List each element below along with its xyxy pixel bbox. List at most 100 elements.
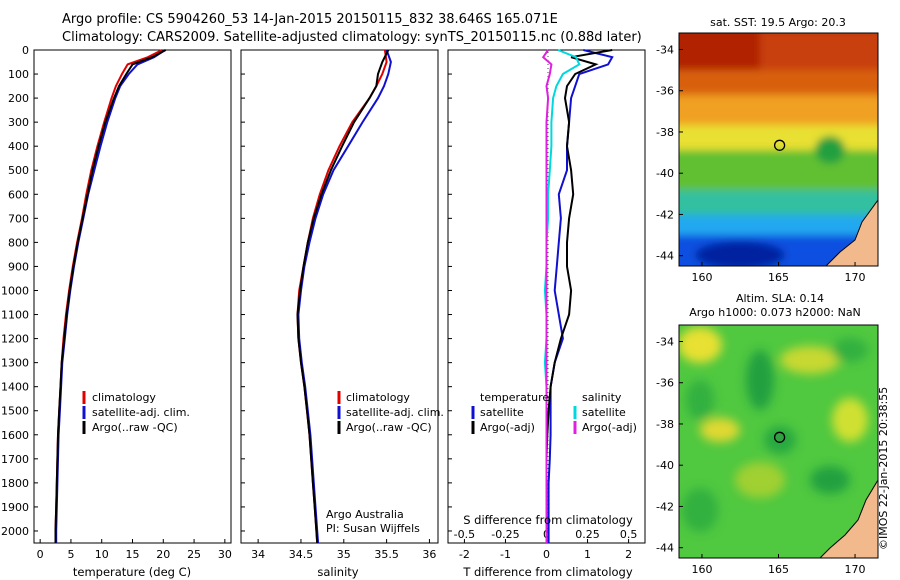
legend-s-argo-label: Argo(-adj)	[582, 421, 637, 434]
lon-tick-label: 160	[691, 271, 712, 284]
depth-tick-label: 900	[8, 260, 29, 273]
t-difference-xlabel: T difference from climatology	[462, 565, 633, 579]
x-tick-label: 35	[337, 548, 351, 561]
land-mass	[819, 479, 878, 558]
depth-tick-label: 1300	[1, 357, 29, 370]
lat-tick-label: -36	[656, 85, 674, 98]
x-tick-label: 36	[422, 548, 436, 561]
figure-title-line1: Argo profile: CS 5904260_53 14-Jan-2015 …	[62, 12, 558, 27]
temperature-xlabel: temperature (deg C)	[73, 565, 191, 579]
legend-satellite-label: satellite-adj. clim.	[92, 406, 190, 419]
x-tick-label: 35.5	[374, 548, 399, 561]
depth-axis: 0 100 200 300 400 500 600 700 800 900 1000 1100 1200…	[1, 44, 38, 538]
depth-tick-label: 100	[8, 68, 29, 81]
temperature-axes-box	[33, 49, 232, 544]
series-argo-raw-qc-	[54, 49, 167, 543]
difference-x-axis: -2 -1 0 1 2-0.5 -0.25 0 0.25 0.5	[448, 49, 638, 561]
lon-tick-label: 170	[845, 563, 866, 576]
series-climatology	[296, 49, 388, 544]
sla-map-axes: 160 165 170 -34 -36 -38 -40 -42 -44	[656, 335, 866, 576]
lat-tick-label: -40	[656, 167, 674, 180]
depth-tick-label: 1400	[1, 381, 29, 394]
land-mass	[825, 199, 878, 266]
series-argo-raw-qc-	[296, 49, 390, 544]
x-tick-label: 34.5	[289, 548, 314, 561]
depth-tick-label: 500	[8, 164, 29, 177]
x-tick-label: 10	[95, 548, 109, 561]
series-salinity-argo-adj-	[541, 49, 553, 543]
depth-tick-label: 1000	[1, 284, 29, 297]
temperature-legend: climatology satellite-adj. clim. Argo(..…	[82, 391, 190, 434]
depth-tick-label: 1500	[1, 405, 29, 418]
x-tick-label: 5	[67, 548, 74, 561]
legend-s-satellite-label: satellite	[582, 406, 626, 419]
depth-tick-label: 1700	[1, 453, 29, 466]
s-tick-label: 0.25	[575, 528, 600, 541]
legend-argo-label: Argo(..raw -QC)	[346, 421, 432, 434]
depth-tick-label: 1900	[1, 501, 29, 514]
lon-tick-label: 165	[768, 271, 789, 284]
temperature-difference-legend: temperature satellite Argo(-adj)	[471, 391, 549, 434]
x-tick-label: -1	[500, 548, 511, 561]
lat-tick-label: -34	[656, 335, 674, 348]
difference-profiles	[541, 49, 614, 543]
x-tick-label: 0	[37, 548, 44, 561]
x-tick-label: 0	[543, 548, 550, 561]
temperature-x-axis: 0 5 10 15 20 25 30	[37, 539, 232, 561]
depth-tick-label: 1200	[1, 333, 29, 346]
argo-australia-annotation: Argo Australia	[326, 508, 404, 521]
s-tick-label: -0.5	[454, 528, 475, 541]
temperature-panel: 0100200300400500600700800900100011001200…	[1, 44, 232, 579]
s-difference-xlabel: S difference from climatology	[463, 513, 633, 527]
sst-map-panel: sat. SST: 19.5 Argo: 20.3 160 165 170 -34 -3…	[656, 16, 879, 284]
salinity-panel: 34 34.5 35 35.5 36 salinity climatology sate…	[240, 49, 444, 579]
legend-t-satellite-label: satellite	[480, 406, 524, 419]
x-tick-label: 1	[584, 548, 591, 561]
depth-tick-label: 1800	[1, 477, 29, 490]
lon-tick-label: 165	[768, 563, 789, 576]
legend-climatology-label: climatology	[92, 391, 156, 404]
depth-tick-label: 700	[8, 212, 29, 225]
x-tick-label: 34	[251, 548, 265, 561]
depth-tick-label: 1600	[1, 429, 29, 442]
salinity-difference-legend: salinity satellite Argo(-adj)	[573, 391, 637, 434]
x-tick-label: 15	[126, 548, 140, 561]
x-tick-label: 2	[625, 548, 632, 561]
x-tick-label: -2	[459, 548, 470, 561]
sst-map-axes: 160 165 170 -34 -36 -38 -40 -42 -44	[656, 43, 866, 284]
salinity-legend: climatology satellite-adj. clim. Argo(..…	[337, 391, 444, 434]
lon-tick-label: 160	[691, 563, 712, 576]
depth-tick-label: 1100	[1, 309, 29, 322]
salinity-axes-box	[240, 49, 439, 544]
series-satellite-adj-clim-	[55, 49, 166, 543]
lat-tick-label: -34	[656, 43, 674, 56]
s-tick-label: -0.25	[491, 528, 519, 541]
difference-panel: -2 -1 0 1 2-0.5 -0.25 0 0.25 0.5 T difference fr…	[447, 49, 646, 579]
x-tick-label: 30	[218, 548, 232, 561]
lat-tick-label: -42	[656, 500, 674, 513]
depth-tick-label: 200	[8, 92, 29, 105]
depth-tick-label: 600	[8, 188, 29, 201]
depth-tick-label: 0	[22, 44, 29, 57]
depth-tick-label: 2000	[1, 525, 29, 538]
salinity-profiles	[296, 49, 392, 544]
legend-salinity-heading: salinity	[582, 391, 622, 404]
x-tick-label: 25	[187, 548, 201, 561]
x-tick-label: 20	[156, 548, 170, 561]
lat-tick-label: -42	[656, 208, 674, 221]
depth-tick-label: 800	[8, 236, 29, 249]
temperature-profiles	[54, 49, 167, 543]
sla-map-panel: Altim. SLA: 0.14 Argo h1000: 0.073 h2000…	[656, 292, 879, 576]
lat-tick-label: -44	[656, 542, 674, 555]
depth-tick-label: 400	[8, 140, 29, 153]
s-tick-label: 0.5	[620, 528, 638, 541]
sst-map-title: sat. SST: 19.5 Argo: 20.3	[710, 16, 846, 29]
lat-tick-label: -38	[656, 418, 674, 431]
sst-map-image	[679, 33, 878, 266]
argo-float-marker	[773, 431, 786, 443]
series-temperature-satellite	[547, 49, 614, 543]
sla-map-title-line1: Altim. SLA: 0.14	[736, 292, 824, 305]
salinity-x-axis: 34 34.5 35 35.5 36	[241, 49, 436, 561]
sla-map-title-line2: Argo h1000: 0.073 h2000: NaN	[689, 306, 861, 319]
